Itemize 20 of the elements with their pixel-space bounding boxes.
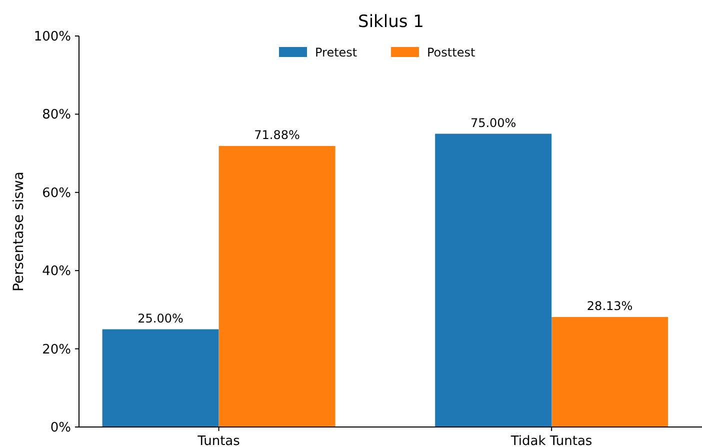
legend-label: Posttest	[427, 46, 476, 60]
data-label: 25.00%	[138, 311, 184, 326]
y-tick-label: 60%	[42, 186, 71, 201]
chart-title: Siklus 1	[358, 12, 424, 32]
legend-label: Pretest	[315, 46, 358, 60]
y-axis-title: Persentase siswa	[11, 171, 27, 292]
y-tick-label: 80%	[42, 108, 71, 123]
x-tick-label: Tidak Tuntas	[510, 434, 592, 447]
bar	[218, 146, 336, 427]
y-tick-label: 100%	[34, 30, 71, 44]
y-tick-label: 20%	[42, 342, 71, 358]
data-label: 71.88%	[254, 128, 300, 142]
y-tick-label: 0%	[50, 420, 71, 436]
data-label: 28.13%	[586, 299, 633, 314]
y-tick-label: 40%	[42, 264, 71, 280]
data-label: 75.00%	[470, 116, 516, 130]
bar	[552, 317, 668, 427]
bar	[102, 329, 219, 427]
bar	[435, 134, 552, 427]
x-tick-label: Tuntas	[196, 434, 240, 447]
